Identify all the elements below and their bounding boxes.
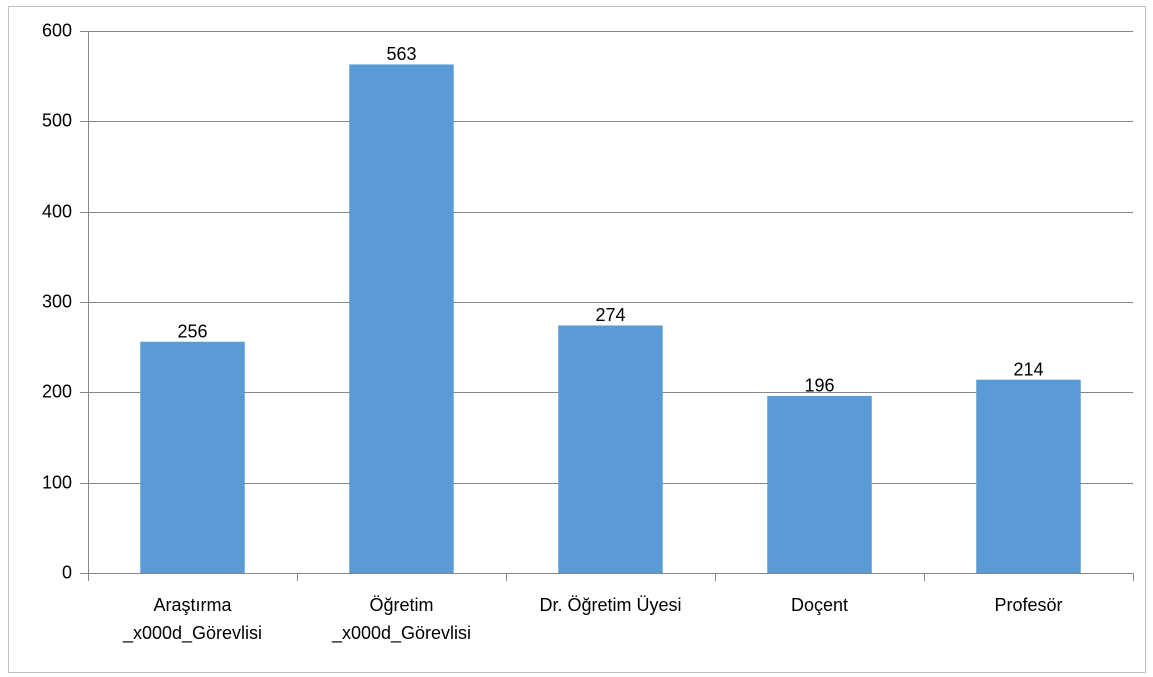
- x-tick-label: Dr. Öğretim Üyesi: [539, 595, 681, 615]
- bar: [140, 341, 245, 573]
- y-tick-label: 100: [42, 472, 72, 492]
- x-tick-label: Doçent: [791, 595, 848, 615]
- x-tick-label: Araştırma _x000d_Görevlisi: [122, 595, 262, 644]
- bar: [558, 325, 663, 573]
- y-tick-label: 300: [42, 291, 72, 311]
- value-label: 196: [804, 376, 834, 396]
- value-label: 274: [595, 305, 625, 325]
- y-tick-label: 600: [42, 20, 72, 40]
- bar: [767, 395, 872, 573]
- bar: [349, 64, 454, 573]
- y-tick-label: 500: [42, 110, 72, 130]
- value-label: 214: [1013, 359, 1043, 379]
- y-tick-label: 400: [42, 201, 72, 221]
- x-tick-label: Öğretim _x000d_Görevlisi: [331, 595, 471, 644]
- bar: [976, 379, 1081, 573]
- value-label: 256: [177, 321, 207, 341]
- x-tick-label: Profesör: [994, 595, 1062, 615]
- value-label: 563: [386, 44, 416, 64]
- y-tick-label: 0: [62, 562, 72, 582]
- y-tick-label: 200: [42, 381, 72, 401]
